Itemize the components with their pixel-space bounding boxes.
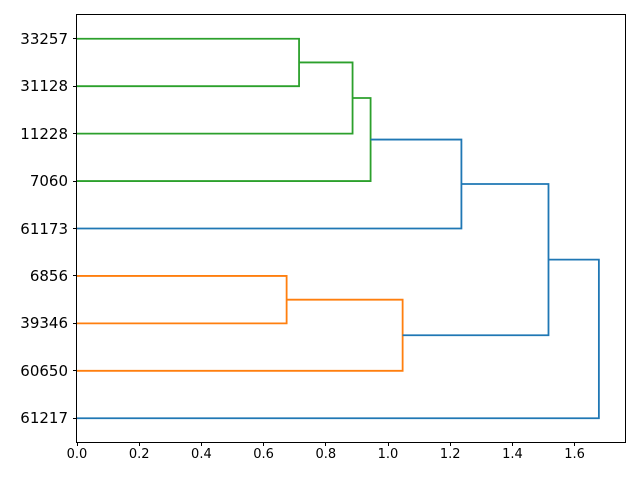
y-tick-mark: [73, 38, 77, 40]
x-tick-label-1.2: 1.2: [439, 447, 461, 462]
y-tick-mark: [73, 370, 77, 372]
x-tick-mark: [387, 442, 389, 446]
x-tick-label-0.8: 0.8: [315, 447, 337, 462]
dendrogram-links: [77, 37, 600, 420]
x-tick-mark: [138, 442, 140, 446]
dendrogram-link: [77, 61, 354, 135]
dendrogram-link: [402, 183, 550, 337]
x-tick-label-0.6: 0.6: [253, 447, 274, 462]
y-tick-mark: [73, 275, 77, 277]
x-tick-mark: [574, 442, 576, 446]
x-tick-label-1.0: 1.0: [377, 447, 399, 462]
y-tick-mark: [73, 228, 77, 229]
y-tick-mark: [73, 85, 77, 87]
x-tick-label-0.4: 0.4: [191, 447, 212, 462]
x-tick-mark: [511, 442, 513, 446]
leaf-label-31128: 31128: [20, 77, 68, 96]
leaf-label-60650: 60650: [20, 361, 68, 380]
x-tick-mark: [263, 442, 265, 446]
x-tick-label-1.6: 1.6: [564, 447, 585, 462]
leaf-label-39346: 39346: [20, 314, 68, 333]
leaf-label-6856: 6856: [29, 266, 68, 285]
y-tick-mark: [73, 133, 77, 135]
dendrogram-link: [77, 298, 404, 372]
y-tick-mark: [73, 180, 77, 182]
dendrogram-link: [77, 97, 372, 182]
dendrogram-link: [77, 138, 463, 230]
x-tick-label-0.0: 0.0: [66, 447, 88, 462]
leaf-label-7060: 7060: [29, 172, 68, 191]
x-tick-mark: [200, 442, 202, 446]
x-tick-label-0.2: 0.2: [128, 447, 150, 462]
x-tick-mark: [449, 442, 451, 446]
x-tick-mark: [76, 442, 78, 446]
leaf-label-33257: 33257: [20, 29, 68, 48]
dendrogram-link: [77, 275, 288, 325]
dendrogram-link: [77, 37, 300, 88]
x-tick-label-1.4: 1.4: [502, 447, 523, 462]
plot-area: [76, 14, 626, 443]
y-tick-mark: [73, 322, 77, 324]
x-tick-mark: [325, 442, 327, 446]
dendrogram-link: [77, 258, 600, 420]
leaf-label-61173: 61173: [20, 219, 68, 238]
leaf-label-61217: 61217: [20, 409, 68, 428]
y-tick-mark: [73, 417, 77, 419]
leaf-label-11228: 11228: [20, 124, 68, 143]
